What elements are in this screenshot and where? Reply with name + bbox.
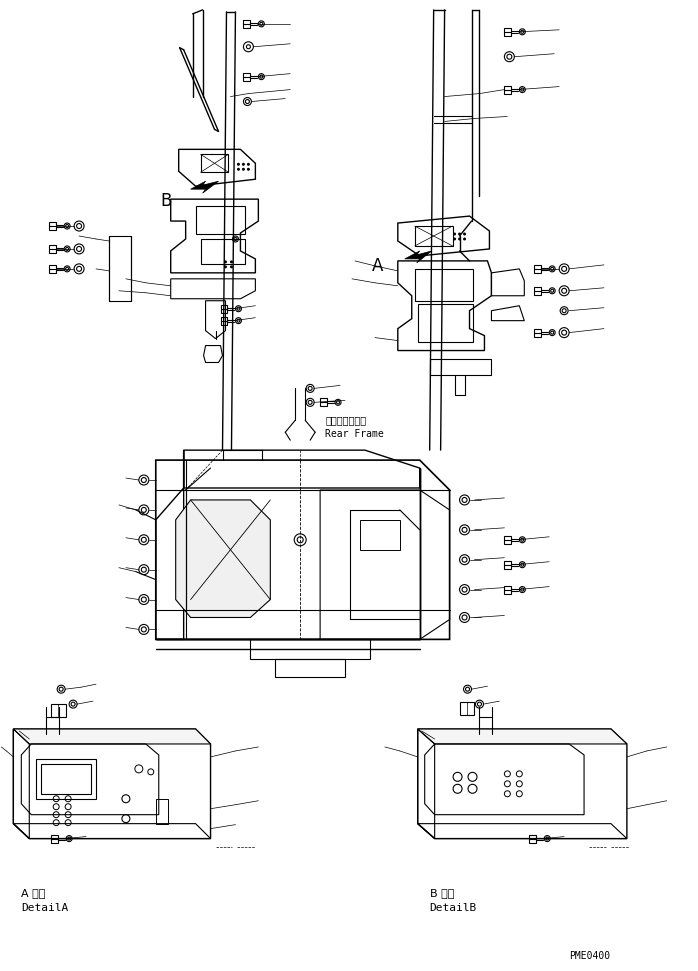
Bar	[244, 73, 251, 81]
Bar	[49, 222, 56, 230]
Text: A: A	[372, 257, 384, 275]
Bar	[51, 835, 58, 843]
Bar	[275, 659, 345, 677]
Bar	[505, 85, 512, 93]
Bar	[360, 519, 400, 550]
Bar	[505, 536, 512, 544]
Circle shape	[224, 260, 227, 263]
Bar	[221, 317, 228, 324]
Bar	[415, 226, 452, 246]
Bar	[109, 236, 131, 301]
Text: リヤーフレーム: リヤーフレーム	[325, 416, 366, 425]
Bar	[221, 305, 228, 313]
Bar	[505, 586, 512, 593]
Polygon shape	[417, 729, 627, 744]
Text: B 詳細: B 詳細	[430, 888, 454, 898]
Bar	[156, 799, 168, 823]
Circle shape	[453, 238, 456, 241]
Bar	[534, 286, 541, 295]
Bar	[534, 265, 541, 273]
Circle shape	[453, 232, 456, 236]
Circle shape	[237, 163, 240, 166]
Circle shape	[230, 260, 233, 263]
Text: DetailB: DetailB	[430, 903, 477, 914]
Bar	[41, 764, 91, 793]
Polygon shape	[13, 729, 211, 744]
Text: PME0400: PME0400	[569, 952, 610, 961]
Text: Rear Frame: Rear Frame	[325, 429, 384, 439]
Bar	[200, 239, 246, 264]
Circle shape	[247, 168, 250, 171]
Bar	[49, 245, 56, 252]
Circle shape	[224, 265, 227, 268]
Circle shape	[242, 168, 245, 171]
Circle shape	[463, 232, 466, 236]
Circle shape	[458, 238, 461, 241]
Circle shape	[463, 238, 466, 241]
Bar	[529, 835, 536, 843]
Circle shape	[247, 163, 250, 166]
Bar	[49, 265, 56, 273]
Circle shape	[458, 232, 461, 236]
Bar	[195, 206, 246, 234]
Circle shape	[242, 163, 245, 166]
Bar	[505, 560, 512, 569]
Bar	[505, 28, 512, 36]
Polygon shape	[191, 182, 218, 193]
Bar	[415, 269, 473, 301]
Bar	[36, 759, 96, 799]
Bar	[534, 328, 541, 337]
Circle shape	[230, 265, 233, 268]
Text: DetailA: DetailA	[22, 903, 68, 914]
Polygon shape	[405, 251, 431, 263]
Text: B: B	[160, 192, 172, 210]
Bar	[320, 398, 327, 406]
Bar	[417, 304, 473, 342]
Text: A 詳細: A 詳細	[22, 888, 45, 898]
Bar	[244, 19, 251, 28]
Circle shape	[237, 168, 240, 171]
Bar	[200, 154, 228, 172]
Polygon shape	[176, 500, 270, 618]
